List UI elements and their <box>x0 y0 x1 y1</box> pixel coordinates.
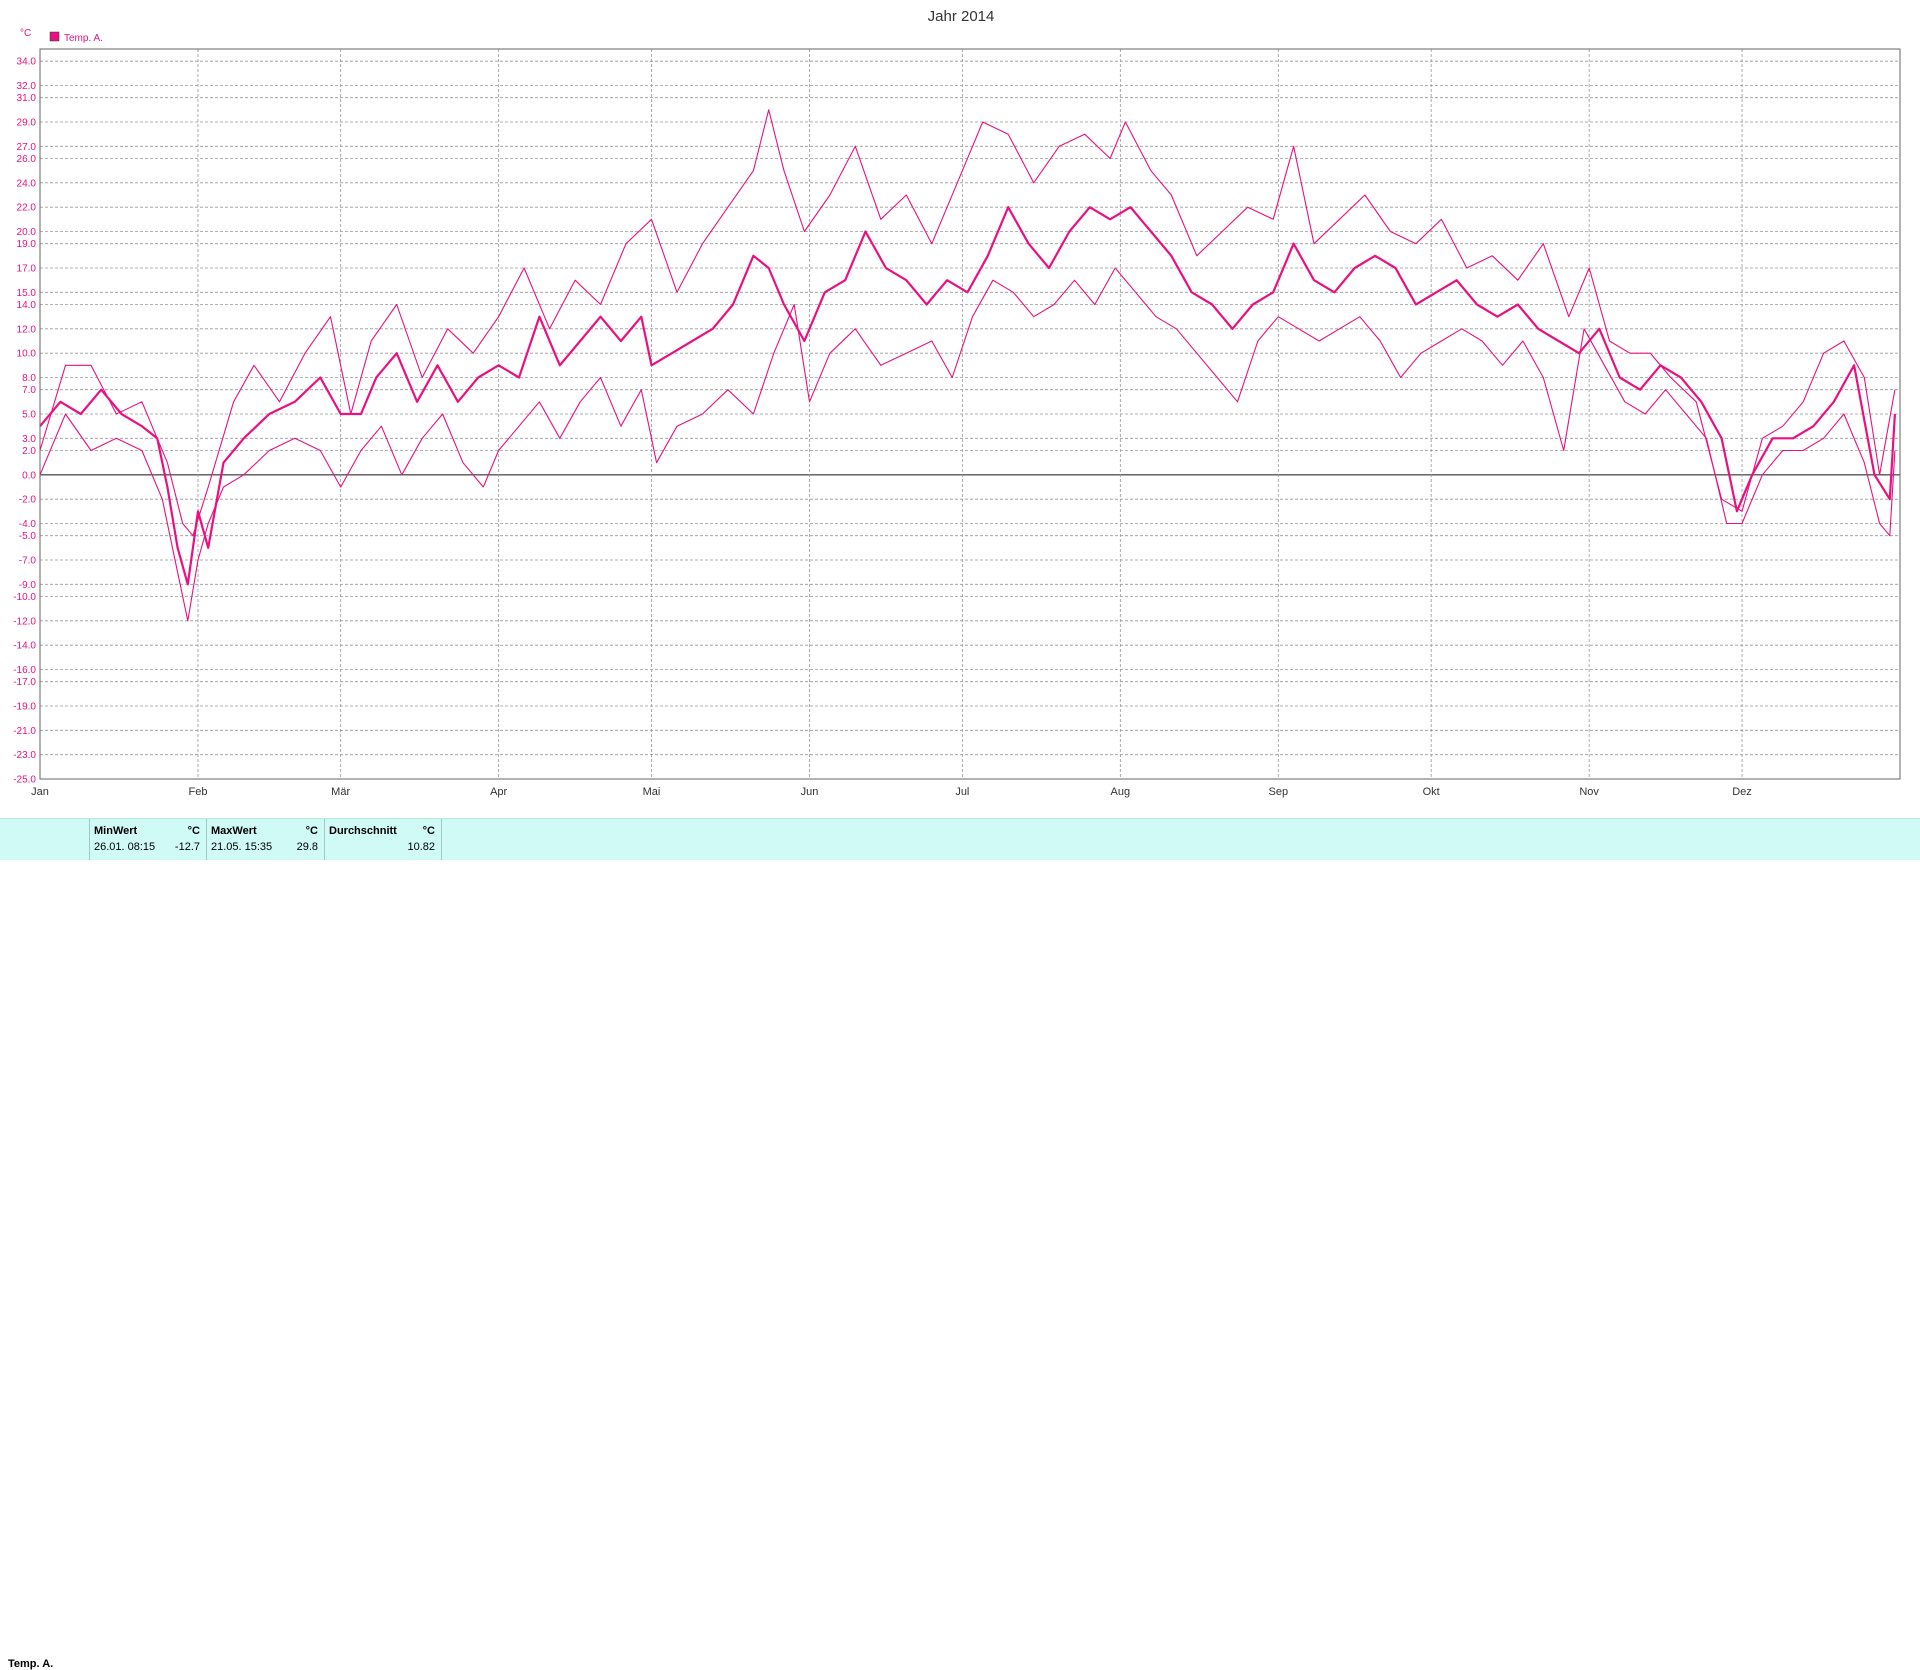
y-tick-label: 29.0 <box>17 118 37 129</box>
x-tick-label: Jun <box>801 786 819 798</box>
unit-label: °C <box>20 28 31 39</box>
y-tick-label: -14.0 <box>13 641 36 652</box>
temperature-chart: Jahr 2014 °C Temp. A. 34.0 32.031.0 29.0 27… <box>0 0 1920 818</box>
x-tick-label: Okt <box>1423 786 1440 798</box>
y-tick-label: -12.0 <box>13 616 36 627</box>
y-tick-label: 0.0 <box>22 470 36 481</box>
average-header: Durchschnitt <box>329 825 397 837</box>
y-tick-label: 8.0 <box>22 373 36 384</box>
legend-swatch <box>49 31 60 42</box>
y-tick-label: 27.0 <box>17 142 37 153</box>
x-tick-label: Mai <box>643 786 661 798</box>
y-tick-label: 24.0 <box>17 178 37 189</box>
y-tick-label: 20.0 <box>17 227 37 238</box>
x-tick-label: Nov <box>1579 786 1599 798</box>
max-header: MaxWert <box>211 825 257 837</box>
min-value-cell: MinWert °C 26.01. 08:15 -12.7 <box>89 819 206 860</box>
min-value: -12.7 <box>174 841 200 853</box>
y-tick-label: -10.0 <box>13 592 36 603</box>
y-tick-label: 19.0 <box>17 239 37 250</box>
y-tick-label: -21.0 <box>13 726 36 737</box>
min-header: MinWert <box>94 825 138 837</box>
max-value-cell: MaxWert °C 21.05. 15:35 29.8 <box>206 819 324 860</box>
y-axis-ticks: 34.0 32.031.0 29.0 27.026.0 24.0 22.0 20.019.0… <box>13 57 36 786</box>
x-tick-label: Jan <box>31 786 49 798</box>
y-tick-label: -5.0 <box>19 531 37 542</box>
y-tick-label: 32.0 <box>17 81 37 92</box>
series-line-mean <box>39 206 1896 586</box>
y-tick-label: 14.0 <box>17 300 37 311</box>
y-tick-label: 17.0 <box>17 264 37 275</box>
max-unit: °C <box>305 825 318 837</box>
series-layer <box>39 109 1896 622</box>
legend-label: Temp. A. <box>64 33 103 44</box>
series-line-min <box>39 267 1896 622</box>
x-tick-label: Apr <box>490 786 507 798</box>
y-tick-label: -25.0 <box>13 775 36 786</box>
max-value: 29.8 <box>296 841 318 853</box>
average-value: 10.82 <box>407 841 435 853</box>
x-tick-label: Feb <box>188 786 207 798</box>
x-tick-label: Aug <box>1111 786 1131 798</box>
y-tick-label: -4.0 <box>19 519 37 530</box>
y-tick-label: 34.0 <box>17 57 37 68</box>
y-tick-label: 7.0 <box>22 385 36 396</box>
average-unit: °C <box>422 825 435 837</box>
y-tick-label: -19.0 <box>13 702 36 713</box>
x-tick-label: Sep <box>1269 786 1289 798</box>
max-timestamp: 21.05. 15:35 <box>211 841 273 853</box>
series-line-max <box>39 109 1896 537</box>
average-value-cell: Durchschnitt °C 10.82 <box>324 819 442 860</box>
statistics-bar: Temp. A. MinWert °C 26.01. 08:15 -12.7 M… <box>0 818 1920 1670</box>
chart-title: Jahr 2014 <box>928 8 995 25</box>
stats-series-label: Temp. A. <box>8 1658 54 1670</box>
y-tick-label: 2.0 <box>22 446 36 457</box>
y-tick-label: -7.0 <box>19 556 37 567</box>
y-tick-label: 22.0 <box>17 203 37 214</box>
min-timestamp: 26.01. 08:15 <box>94 841 156 853</box>
y-tick-label: 31.0 <box>17 93 37 104</box>
y-tick-label: -23.0 <box>13 750 36 761</box>
y-tick-label: 10.0 <box>17 349 37 360</box>
plot-frame <box>39 48 1901 780</box>
y-tick-label: -17.0 <box>13 677 36 688</box>
x-tick-label: Mär <box>331 786 350 798</box>
y-tick-label: 15.0 <box>17 288 37 299</box>
x-axis-ticks: Jan Feb Mär Apr Mai Jun Jul Aug Sep Okt Nov Dez <box>31 786 1752 798</box>
x-tick-label: Jul <box>955 786 969 798</box>
y-tick-label: -2.0 <box>19 495 37 506</box>
y-tick-label: 26.0 <box>17 154 37 165</box>
x-tick-label: Dez <box>1732 786 1752 798</box>
y-tick-label: 12.0 <box>17 324 37 335</box>
y-tick-label: -9.0 <box>19 580 37 591</box>
y-tick-label: 3.0 <box>22 434 36 445</box>
y-tick-label: -16.0 <box>13 665 36 676</box>
y-tick-label: 5.0 <box>22 410 36 421</box>
grid <box>40 49 1900 780</box>
min-unit: °C <box>187 825 200 837</box>
